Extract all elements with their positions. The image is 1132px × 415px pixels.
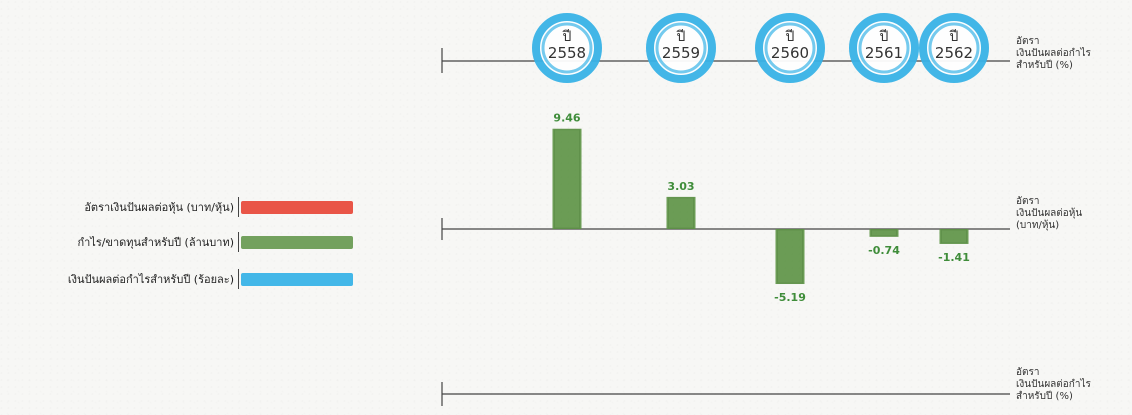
year-circle-inner xyxy=(764,22,816,74)
bar-1 xyxy=(666,196,696,229)
year-badge-2560: ปี2560 xyxy=(755,13,825,83)
legend-divider xyxy=(238,197,239,217)
top-axis-label-line-3: สำหรับปี (%) xyxy=(1016,60,1073,71)
top-axis-label: อัตรา เงินปันผลต่อกำไร สำหรับปี (%) xyxy=(1016,36,1091,72)
year-value-label: 2562 xyxy=(935,44,973,62)
year-badge-2559: ปี2559 xyxy=(646,13,716,83)
year-circle xyxy=(849,13,919,83)
bar-texture xyxy=(554,129,580,229)
top-axis-label-line-1: อัตรา xyxy=(1016,36,1040,47)
bar-3 xyxy=(869,229,899,237)
top-axis-label-line-2: เงินปันผลต่อกำไร xyxy=(1016,48,1091,59)
bar-2 xyxy=(775,229,805,285)
legend-label-dividend-per-share: อัตราเงินปันผลต่อหุ้น (บาท/หุ้น) xyxy=(84,201,234,214)
bottom-axis-label-line-2: เงินปันผลต่อกำไร xyxy=(1016,379,1091,390)
year-badge-2561: ปี2561 xyxy=(849,13,919,83)
bar-texture xyxy=(777,229,803,284)
year-value-label: 2558 xyxy=(548,44,586,62)
bar-0 xyxy=(552,128,582,229)
bar-texture xyxy=(941,229,967,244)
legend-swatch-red xyxy=(241,201,353,214)
year-circle-inner xyxy=(858,22,910,74)
legend-swatch-blue xyxy=(241,273,353,286)
bar-value-label: -5.19 xyxy=(774,291,806,304)
bar-value-label: -0.74 xyxy=(868,244,900,257)
legend-label-payout-ratio: เงินปันผลต่อกำไรสำหรับปี (ร้อยละ) xyxy=(67,273,234,286)
middle-axis-label-line-1: อัตรา xyxy=(1016,196,1040,207)
bar-texture xyxy=(668,197,694,229)
legend-divider xyxy=(238,232,239,252)
bar-4 xyxy=(939,229,969,244)
year-circle-inner xyxy=(541,22,593,74)
middle-axis-label-line-2: เงินปันผลต่อหุ้น xyxy=(1016,208,1083,219)
year-value-label: 2561 xyxy=(865,44,903,62)
year-prefix-label: ปี xyxy=(785,29,794,45)
middle-axis-label: อัตรา เงินปันผลต่อหุ้น (บาท/หุ้น) xyxy=(1016,196,1082,232)
bar-value-label: 3.03 xyxy=(667,180,694,193)
year-circle-inner xyxy=(655,22,707,74)
bar-value-label: 9.46 xyxy=(553,112,580,125)
year-prefix-label: ปี xyxy=(949,29,958,45)
bottom-axis-label: อัตรา เงินปันผลต่อกำไร สำหรับปี (%) xyxy=(1016,367,1091,403)
year-circle xyxy=(646,13,716,83)
year-value-label: 2560 xyxy=(771,44,809,62)
year-badge-2562: ปี2562 xyxy=(919,13,989,83)
year-prefix-label: ปี xyxy=(676,29,685,45)
legend-item-profit-loss: กำไร/ขาดทุนสำหรับปี (ล้านบาท) xyxy=(0,230,360,254)
year-circle-inner xyxy=(928,22,980,74)
year-prefix-label: ปี xyxy=(879,29,888,45)
middle-axis-label-line-3: (บาท/หุ้น) xyxy=(1016,220,1060,231)
year-circle xyxy=(919,13,989,83)
bar-value-label: -1.41 xyxy=(938,251,970,264)
legend-item-payout-ratio: เงินปันผลต่อกำไรสำหรับปี (ร้อยละ) xyxy=(0,267,360,291)
legend-divider xyxy=(238,269,239,289)
year-circle xyxy=(755,13,825,83)
legend-item-dividend-per-share: อัตราเงินปันผลต่อหุ้น (บาท/หุ้น) xyxy=(0,195,360,219)
year-circle xyxy=(532,13,602,83)
year-badge-2558: ปี2558 xyxy=(532,13,602,83)
year-prefix-label: ปี xyxy=(562,29,571,45)
year-value-label: 2559 xyxy=(662,44,700,62)
legend-label-profit-loss: กำไร/ขาดทุนสำหรับปี (ล้านบาท) xyxy=(77,236,234,249)
legend-swatch-green xyxy=(241,236,353,249)
bottom-axis-label-line-3: สำหรับปี (%) xyxy=(1016,391,1073,402)
bottom-axis-label-line-1: อัตรา xyxy=(1016,367,1040,378)
bar-texture xyxy=(871,229,897,237)
